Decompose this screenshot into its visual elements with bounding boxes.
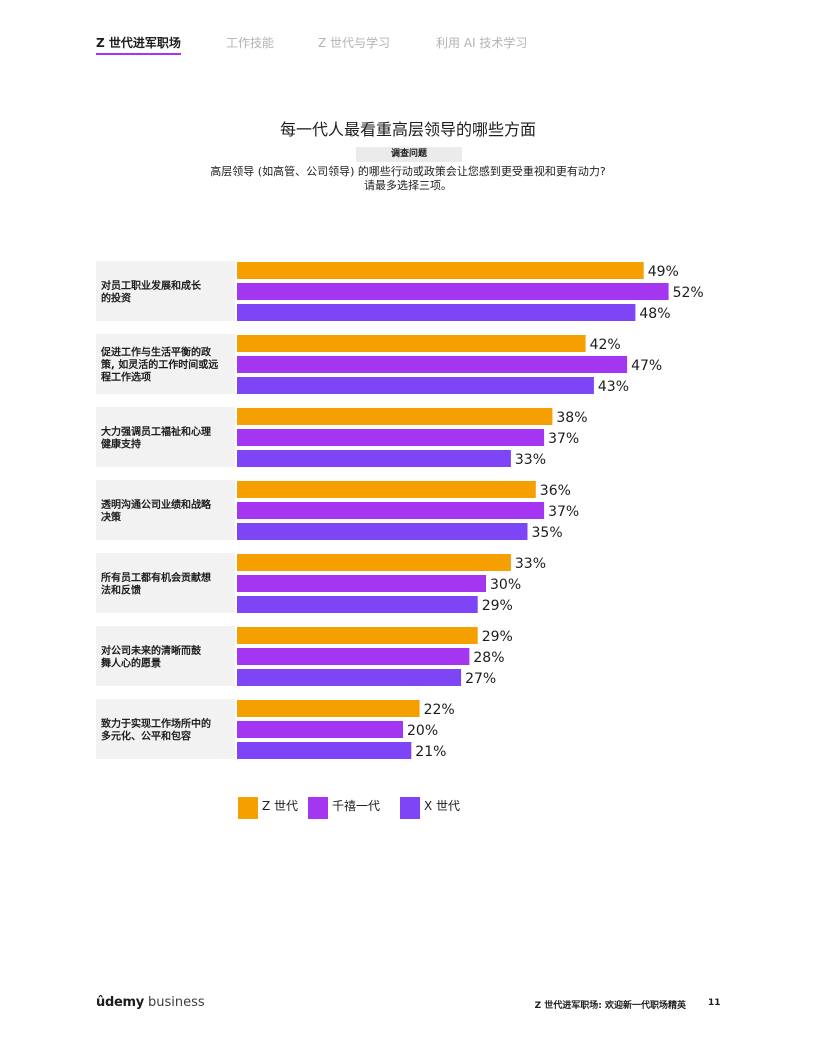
category-label-line: 健康支持 xyxy=(101,437,141,450)
value-label: 22% xyxy=(424,702,455,718)
tab-work-skills[interactable]: 工作技能 xyxy=(226,36,275,50)
logo-sub: business xyxy=(148,995,205,1010)
category-label-line: 致力于实现工作场所中的 xyxy=(101,717,211,730)
value-label: 42% xyxy=(590,337,621,353)
bar xyxy=(237,700,420,717)
value-label: 29% xyxy=(482,598,513,614)
bar xyxy=(237,377,594,394)
udemy-business-logo: ûdemy business xyxy=(96,995,205,1010)
legend-swatch-gen-z xyxy=(238,797,258,819)
bar xyxy=(237,283,669,300)
category-label-line: 法和反馈 xyxy=(101,583,141,596)
bar xyxy=(237,554,511,571)
value-label: 33% xyxy=(515,556,546,572)
bar xyxy=(237,481,536,498)
category-label: 对公司未来的清晰而鼓舞人心的愿景 xyxy=(101,644,202,670)
category-label-line: 所有员工都有机会贡献想 xyxy=(101,571,211,584)
bar xyxy=(237,335,586,352)
legend-swatch-gen-x xyxy=(400,797,420,819)
category-label-line: 策, 如灵活的工作时间或远 xyxy=(101,358,218,371)
value-label: 21% xyxy=(415,744,446,760)
category-panel xyxy=(96,407,235,467)
bar xyxy=(237,742,412,759)
category-panel xyxy=(96,261,235,321)
value-label: 49% xyxy=(648,264,679,280)
legend-label-millennials: 千禧一代 xyxy=(332,799,381,813)
value-label: 38% xyxy=(556,410,587,426)
footer-doc-title: Z 世代进军职场: 欢迎新一代职场精英 xyxy=(534,1001,686,1011)
category-label: 致力于实现工作场所中的多元化、公平和包容 xyxy=(101,717,211,743)
legend-label-gen-z: Z 世代 xyxy=(262,799,299,813)
category-panel xyxy=(96,334,235,394)
category-label-line: 多元化、公平和包容 xyxy=(101,729,191,742)
category-label-line: 大力强调员工福祉和心理 xyxy=(101,425,211,438)
category-label-line: 舞人心的愿景 xyxy=(101,656,161,669)
legend-swatch-millennials xyxy=(308,797,328,819)
category-panel xyxy=(96,480,235,540)
bar xyxy=(237,450,511,467)
bar xyxy=(237,596,478,613)
value-label: 30% xyxy=(490,577,521,593)
category-label-line: 决策 xyxy=(101,510,122,523)
value-label: 20% xyxy=(407,723,438,739)
bar xyxy=(237,304,636,321)
tab-gen-z-learning[interactable]: Z 世代与学习 xyxy=(318,36,391,50)
survey-question-line-2: 请最多选择三项。 xyxy=(364,179,452,192)
value-label: 37% xyxy=(548,431,579,447)
tab-gen-z-workplace[interactable]: Z 世代进军职场 xyxy=(96,34,181,55)
category-label-line: 透明沟通公司业绩和战略 xyxy=(101,498,212,511)
bar xyxy=(237,356,628,373)
bar xyxy=(237,408,553,425)
category-label: 透明沟通公司业绩和战略决策 xyxy=(101,498,212,524)
category-panel xyxy=(96,699,235,759)
category-label: 所有员工都有机会贡献想法和反馈 xyxy=(101,571,211,597)
category-panel xyxy=(96,553,235,613)
bar xyxy=(237,502,545,519)
category-label: 大力强调员工福祉和心理健康支持 xyxy=(101,425,211,451)
value-label: 47% xyxy=(631,358,662,374)
bar xyxy=(237,575,486,592)
category-label-line: 对员工职业发展和成长 xyxy=(101,279,202,292)
category-label-line: 程工作选项 xyxy=(101,371,151,384)
value-label: 36% xyxy=(540,483,571,499)
category-label-line: 对公司未来的清晰而鼓 xyxy=(101,644,202,657)
page-number: 11 xyxy=(708,998,721,1008)
legend-label-gen-x: X 世代 xyxy=(424,799,461,813)
bar xyxy=(237,627,478,644)
bar xyxy=(237,429,545,446)
survey-question: 高层领导 (如高管、公司领导) 的哪些行动或政策会让您感到更受重视和更有动力? … xyxy=(0,165,816,193)
value-label: 35% xyxy=(532,525,563,541)
category-label: 促进工作与生活平衡的政策, 如灵活的工作时间或远程工作选项 xyxy=(100,346,218,384)
category-panel xyxy=(96,626,235,686)
category-label-line: 的投资 xyxy=(101,291,131,304)
value-label: 27% xyxy=(465,671,496,687)
value-label: 37% xyxy=(548,504,579,520)
bar xyxy=(237,523,528,540)
logo-brand: ûdemy xyxy=(96,995,144,1010)
category-label-line: 促进工作与生活平衡的政 xyxy=(100,346,212,359)
bar xyxy=(237,262,644,279)
bar xyxy=(237,648,470,665)
value-label: 43% xyxy=(598,379,629,395)
category-label: 对员工职业发展和成长的投资 xyxy=(101,279,202,305)
survey-question-badge: 调查问题 xyxy=(356,147,462,162)
chart-title: 每一代人最看重高层领导的哪些方面 xyxy=(279,120,536,139)
value-label: 33% xyxy=(515,452,546,468)
value-label: 48% xyxy=(639,306,670,322)
bar xyxy=(237,669,462,686)
value-label: 29% xyxy=(482,629,513,645)
value-label: 28% xyxy=(473,650,504,666)
tab-ai-learning[interactable]: 利用 AI 技术学习 xyxy=(436,36,528,50)
bar xyxy=(237,721,403,738)
survey-question-line-1: 高层领导 (如高管、公司领导) 的哪些行动或政策会让您感到更受重视和更有动力? xyxy=(210,165,606,178)
value-label: 52% xyxy=(673,285,704,301)
